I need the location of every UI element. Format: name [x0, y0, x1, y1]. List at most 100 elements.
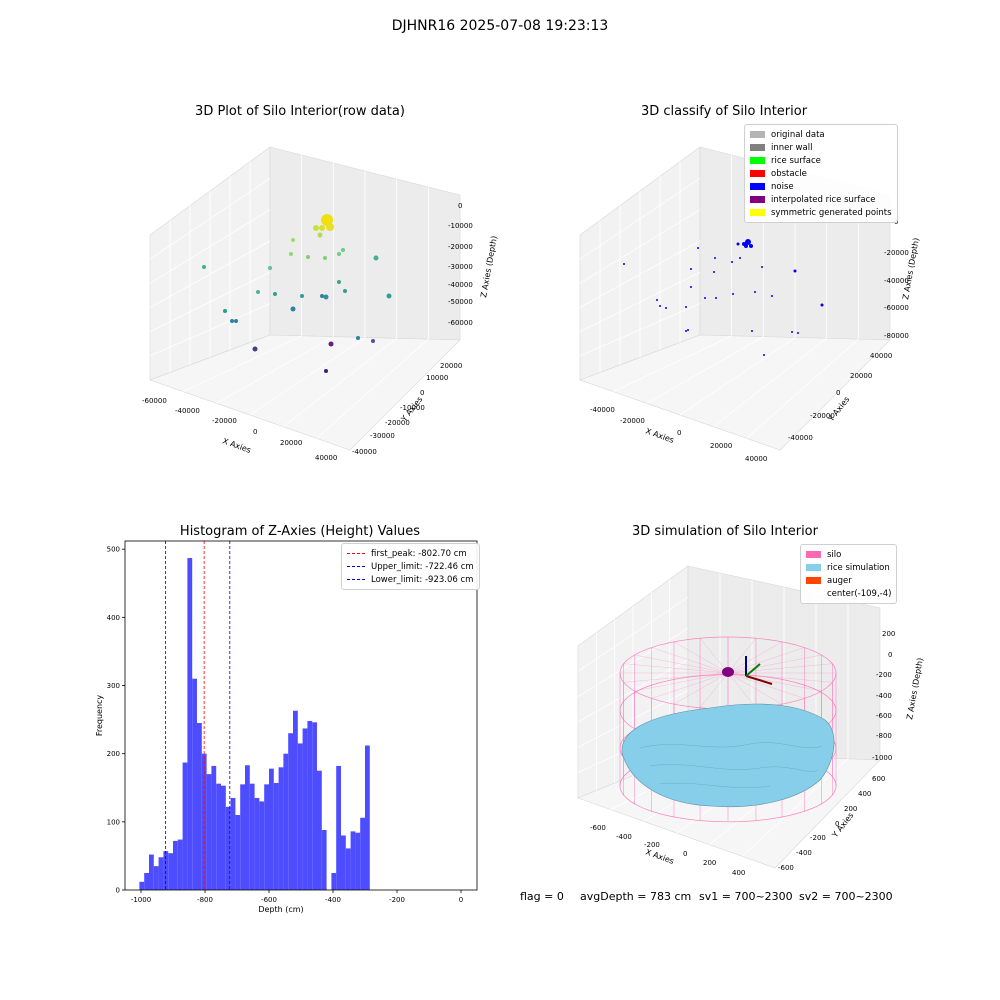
raw-x-tick: 0: [253, 428, 257, 436]
histogram-x-tick: -600: [261, 896, 277, 904]
simulation-legend-entry: silo: [806, 548, 891, 561]
sim-z-tick: -1000: [872, 754, 892, 762]
classify-legend-entry: rice surface: [750, 154, 892, 167]
raw-point: [223, 309, 227, 313]
raw-point: [289, 252, 293, 256]
sv2-status: sv2 = 700~2300: [799, 890, 893, 903]
histogram-bar: [307, 720, 313, 890]
classify-legend-entry: obstacle: [750, 167, 892, 180]
histogram-legend-line: [347, 566, 365, 567]
histogram-legend-label: Upper_limit: -722.46 cm: [371, 561, 474, 572]
noise-point: [749, 244, 753, 248]
histogram-bar: [144, 872, 149, 890]
noise-point: [690, 268, 692, 270]
histogram-frame: [124, 540, 478, 891]
sim-y-tick: 0: [835, 820, 839, 828]
histogram-bar: [297, 743, 303, 890]
noise-point: [751, 330, 753, 332]
raw-point: [306, 255, 310, 259]
classify-legend-label: interpolated rice surface: [771, 194, 876, 205]
raw-y-tick: 20000: [440, 362, 462, 370]
noise-point: [690, 286, 692, 288]
histogram-bar: [302, 728, 308, 890]
raw-point: [356, 336, 360, 340]
classify-legend-label: noise: [771, 181, 794, 192]
raw-point: [273, 292, 277, 296]
classify-y-tick: 20000: [850, 372, 872, 380]
histogram-bar: [341, 835, 346, 890]
sim-z-tick: 200: [882, 630, 895, 638]
sim-y-ticks: 600 400 200 0 -200 -400 -600: [778, 775, 885, 872]
histogram-y-tick: 0: [116, 887, 120, 895]
raw-z-label: Z Axies (Depth): [479, 235, 499, 298]
simulation-legend-swatch: [806, 590, 821, 597]
noise-point: [713, 271, 715, 273]
classify-plot-title: 3D classify of Silo Interior: [640, 104, 808, 119]
histogram-bar: [153, 866, 159, 890]
classify-legend-swatch: [750, 131, 765, 138]
histogram-bar: [336, 765, 341, 890]
raw-point: [343, 289, 347, 293]
raw-point: [323, 256, 327, 260]
histogram-bar: [230, 797, 236, 890]
histogram-bar: [240, 784, 245, 890]
classify-z-tick: -60000: [884, 304, 909, 312]
histogram-x-tick: -1000: [131, 896, 151, 904]
simulation-legend-entry: rice simulation: [806, 561, 891, 574]
raw-point: [202, 265, 206, 269]
histogram-bar: [177, 839, 183, 890]
sim-z-tick: -400: [876, 692, 892, 700]
raw-z-tick: -60000: [448, 319, 473, 327]
sim-y-tick: 400: [858, 790, 871, 798]
histogram-bar: [182, 762, 188, 890]
raw-point: [313, 225, 319, 231]
classify-legend-label: symmetric generated points: [771, 207, 892, 218]
histogram-bar: [225, 806, 231, 890]
raw-point: [300, 294, 304, 298]
noise-point: [697, 247, 699, 249]
histogram-bar: [206, 774, 212, 890]
auger-marker: [722, 656, 773, 685]
raw-point: [252, 346, 258, 352]
histogram-bar: [269, 768, 274, 890]
raw-point: [386, 293, 392, 299]
histogram-legend-entry: Lower_limit: -923.06 cm: [347, 573, 474, 586]
histogram-bar: [168, 853, 173, 890]
histogram-bars: [139, 558, 370, 890]
sim-x-tick: -200: [644, 841, 660, 849]
rice-surface: [621, 703, 835, 808]
histogram-legend: first_peak: -802.70 cm Upper_limit: -722.…: [341, 543, 480, 590]
histogram-y-tick: 200: [107, 750, 120, 758]
histogram-y-tick: 400: [107, 614, 120, 622]
raw-point: [319, 225, 325, 231]
raw-point: [324, 369, 328, 373]
histogram-bar: [317, 770, 322, 890]
classify-z-label: Z Axies (Depth): [901, 237, 921, 300]
classify-legend-swatch: [750, 170, 765, 177]
histogram-bar: [149, 854, 154, 890]
raw-axes-box: [149, 146, 461, 451]
histogram-bar: [235, 815, 241, 890]
histogram-x-tick: -200: [389, 896, 405, 904]
sim-z-ticks: 200 0 -200 -400 -600 -800 -1000: [872, 630, 895, 762]
classify-x-tick: 0: [677, 429, 681, 437]
simulation-legend-swatch: [806, 564, 821, 571]
flag-status: flag = 0: [520, 890, 564, 903]
histogram-y-label: Frequency: [95, 695, 104, 737]
sim-z-label: Z Axies (Depth): [905, 657, 925, 720]
raw-y-tick: -40000: [352, 448, 377, 456]
histogram-bar: [350, 831, 356, 890]
noise-point: [659, 305, 661, 307]
classify-legend-swatch: [750, 183, 765, 190]
histogram-x-tick: -400: [325, 896, 341, 904]
histogram-bar: [163, 851, 169, 890]
sim-x-tick: 400: [732, 869, 745, 877]
sv1-status: sv1 = 700~2300: [699, 890, 793, 903]
histogram-bar: [187, 558, 193, 890]
classify-legend-label: original data: [771, 129, 825, 140]
noise-point: [763, 354, 765, 356]
raw-point: [323, 294, 329, 300]
noise-point: [656, 299, 658, 301]
raw-point: [291, 238, 295, 242]
classify-z-tick: -40000: [884, 277, 909, 285]
